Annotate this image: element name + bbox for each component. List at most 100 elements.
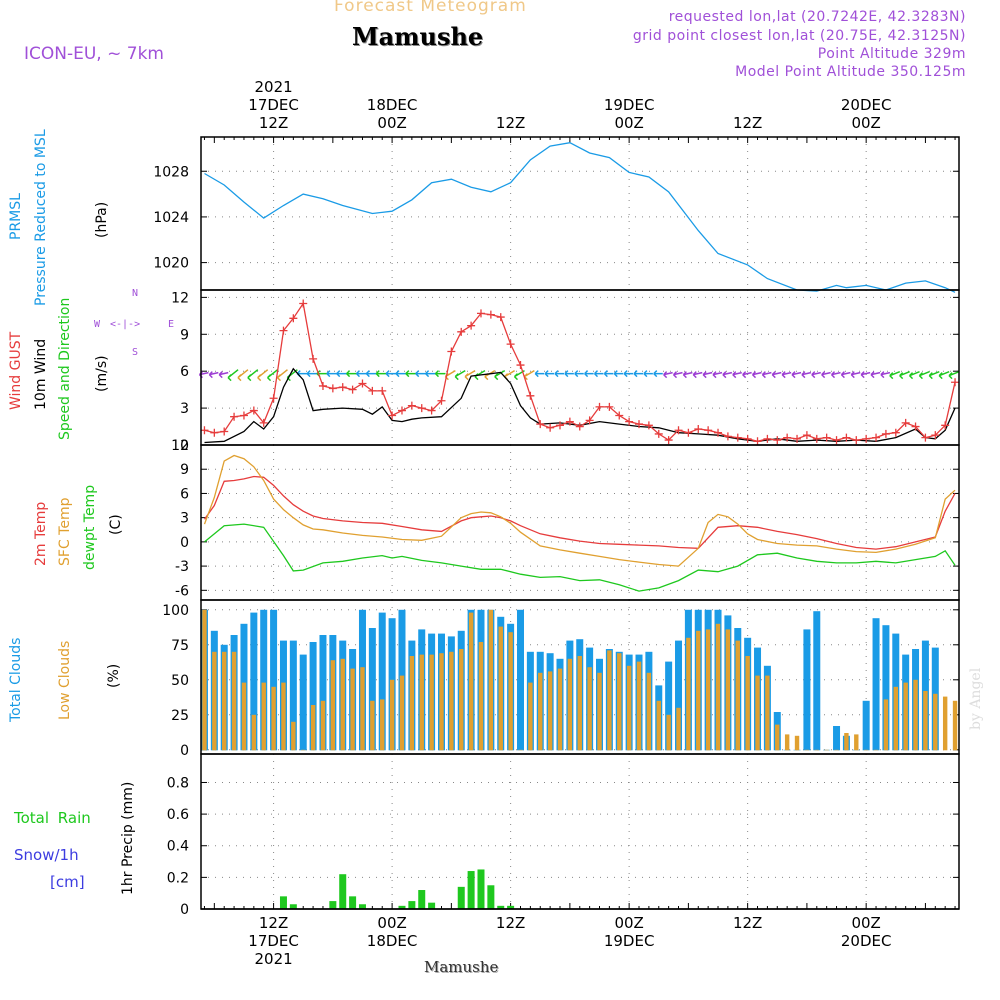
gust-marker <box>694 425 703 434</box>
wind-arrow-head <box>227 374 232 382</box>
low-cloud-bar <box>231 651 237 751</box>
gust-marker <box>536 420 545 429</box>
top-axis-hour: 12Z <box>259 114 288 132</box>
wind-arrow-head <box>454 373 459 381</box>
wind-direction-arrow <box>791 371 802 376</box>
low-cloud-bar <box>873 749 879 751</box>
low-cloud-bar <box>222 651 227 751</box>
compass-s: S <box>132 347 139 358</box>
low-cloud-bar <box>804 749 810 751</box>
wind-arrow-head <box>682 371 687 379</box>
top-axis-hour: 00Z <box>377 114 406 132</box>
gust-marker <box>674 426 683 435</box>
low-cloud-bar <box>587 667 592 751</box>
low-cloud-bar <box>617 653 622 751</box>
low-cloud-bar <box>370 700 375 751</box>
compass-rose-icon: <-|-> <box>110 319 141 330</box>
ytick-label: 3 <box>180 401 189 417</box>
gust-marker <box>556 421 565 430</box>
precip-bar <box>329 901 337 909</box>
low-cloud-bar <box>686 637 691 751</box>
gust-marker <box>812 434 821 443</box>
p5-label-snow: Snow/1h <box>14 846 79 864</box>
wind-arrow-head <box>355 370 361 378</box>
precip-bar <box>398 905 406 909</box>
wind-arrow-head <box>365 370 370 378</box>
low-cloud-bar <box>459 649 464 751</box>
wind-arrow-head <box>702 371 707 379</box>
wind-arrow-head <box>672 371 678 379</box>
ytick-label: 0.6 <box>167 807 189 823</box>
p5-label-cm: [cm] <box>50 873 85 891</box>
total-cloud-bar <box>803 629 811 751</box>
low-cloud-bar <box>360 667 365 751</box>
wind-direction-arrow <box>851 371 861 376</box>
gust-marker <box>832 436 841 445</box>
low-cloud-bar <box>824 749 829 751</box>
wind-arrow-head <box>918 372 923 380</box>
gust-marker <box>506 340 515 349</box>
total-cloud-bar <box>289 640 297 751</box>
low-cloud-bar <box>468 612 474 751</box>
low-cloud-bar <box>784 734 790 751</box>
precip-bar <box>497 905 505 909</box>
low-cloud-bar <box>666 714 671 751</box>
ytick-label: 0 <box>180 535 189 551</box>
gust-marker <box>852 436 861 445</box>
bottom-axis-hour: 12Z <box>496 914 525 932</box>
wind-arrow-head <box>712 371 717 379</box>
low-cloud-bar <box>478 642 484 751</box>
wind-gust-line <box>204 301 956 442</box>
wind-direction-arrow <box>663 371 673 376</box>
wind-arrow-head <box>850 371 855 379</box>
top-axis-hour: 00Z <box>851 114 880 132</box>
wind-arrow-head <box>692 371 697 379</box>
bottom-axis-hour: 12Z <box>259 914 288 932</box>
wind-arrow-head <box>791 371 796 379</box>
low-cloud-bar <box>538 672 543 751</box>
gust-marker <box>269 394 278 403</box>
wind-arrow-head <box>593 370 599 378</box>
total-cloud-bar <box>309 642 317 751</box>
wind-arrow-head <box>375 370 380 378</box>
gust-marker <box>427 406 436 415</box>
wind-arrow-head <box>434 370 440 378</box>
p5-label-rain: Total Rain <box>14 809 91 827</box>
ytick-label: 0.2 <box>167 870 189 886</box>
precip-bar <box>507 905 515 909</box>
low-cloud-bar <box>705 629 711 751</box>
ytick-label: 1028 <box>153 164 189 180</box>
low-cloud-bar <box>301 749 306 751</box>
gust-marker <box>822 433 831 442</box>
gust-marker <box>437 396 446 405</box>
low-cloud-bar <box>794 735 800 751</box>
gust-marker <box>941 421 950 430</box>
low-cloud-bar <box>330 660 336 751</box>
wind-direction-arrow <box>673 371 683 376</box>
low-cloud-bar <box>547 671 553 751</box>
ytick-label: 6 <box>180 486 189 502</box>
gust-marker <box>299 299 308 308</box>
gust-marker <box>714 428 723 437</box>
total-cloud-bar <box>516 609 524 751</box>
wind-arrow-head <box>732 371 737 379</box>
wind-direction-arrow <box>801 371 812 376</box>
top-axis-hour: 00Z <box>614 114 643 132</box>
wind-10m-line <box>204 367 956 444</box>
low-cloud-bar <box>913 679 918 751</box>
bottom-axis-year: 2021 <box>254 950 292 968</box>
wind-arrow-head <box>938 372 943 380</box>
top-axis-hour: 12Z <box>496 114 525 132</box>
wind-direction-arrow <box>209 371 219 376</box>
wind-arrow-head <box>613 370 618 378</box>
low-cloud-bar <box>626 665 632 751</box>
wind-arrow-head <box>534 370 539 378</box>
gust-marker <box>704 426 713 435</box>
ytick-label: 9 <box>180 327 189 343</box>
gust-marker <box>230 412 239 421</box>
low-cloud-bar <box>202 609 207 751</box>
low-cloud-bar <box>725 629 731 751</box>
gust-marker <box>467 321 476 330</box>
ytick-label: 9 <box>180 462 189 478</box>
